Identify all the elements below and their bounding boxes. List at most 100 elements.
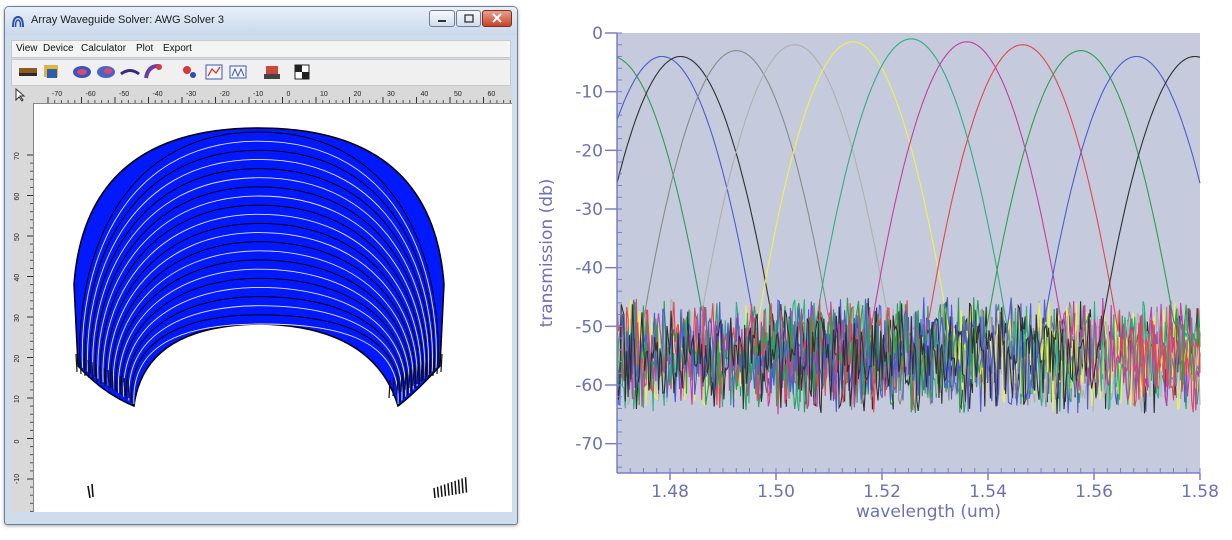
input-waveguides (87, 483, 94, 499)
x-tick-label: 1.56 (1075, 482, 1113, 502)
spectrum-icon[interactable] (228, 63, 248, 81)
waveguide-arc (81, 140, 437, 368)
waveguide-arc (123, 286, 407, 397)
output-waveguide (464, 477, 468, 493)
x-tick-label: 1.50 (757, 482, 795, 502)
layout-icon[interactable] (18, 63, 38, 81)
device-icon[interactable] (42, 63, 62, 81)
output-waveguide (433, 487, 436, 499)
ruler-top-label: 20 (354, 91, 362, 98)
port-taper (396, 375, 399, 395)
window-title: Array Waveguide Solver: AWG Solver 3 (31, 14, 224, 26)
port-taper (107, 369, 110, 389)
waveguide-arc (79, 131, 439, 367)
ruler-top-label: -70 (52, 91, 62, 98)
port-taper (392, 377, 395, 397)
y-tick-label: -60 (575, 376, 603, 396)
ruler-top-label: 10 (320, 91, 328, 98)
port-taper (408, 369, 411, 389)
series-layer (616, 38, 1201, 415)
waveguide-arc (112, 250, 414, 390)
port-taper (436, 355, 439, 375)
port-taper (103, 367, 106, 387)
x-tick-label: 1.58 (1181, 482, 1219, 502)
plot-area (617, 33, 1200, 473)
ruler-left-label: -10 (14, 474, 21, 484)
title-bar[interactable]: Array Waveguide Solver: AWG Solver 3 (5, 7, 517, 35)
y-tick-label: -30 (575, 200, 603, 220)
waveguide-arc (99, 204, 424, 381)
axis-layer: 0 -10 -20 -30 -40 -50 -60 -70 1.48 1.50 1.52 1.54 1.… (575, 24, 1219, 502)
bend-icon[interactable] (144, 63, 164, 81)
output-waveguide (454, 480, 457, 495)
y-tick-label: -70 (575, 435, 603, 455)
waveguide-arc (115, 259, 412, 392)
port-taper (111, 371, 114, 391)
waveguide-arc (102, 213, 422, 383)
port-taper (87, 359, 90, 379)
awg-solver-window: Array Waveguide Solver: AWG Solver 3 Vie… (4, 6, 518, 525)
ruler-left-label: 20 (14, 355, 21, 363)
ruler-left-label: 0 (14, 440, 21, 444)
output-waveguide (443, 484, 447, 497)
menu-plot[interactable]: Plot (136, 43, 154, 54)
waveguide-arc (89, 168, 432, 374)
menu-export[interactable]: Export (163, 43, 192, 54)
menu-view[interactable]: View (16, 43, 38, 54)
port-taper (404, 371, 407, 391)
ruler-left-label: 60 (14, 193, 21, 201)
y-tick-label: -40 (575, 259, 603, 279)
ruler-left-label: 10 (14, 395, 21, 403)
calculator-icon[interactable] (72, 63, 92, 81)
output-star-coupler (388, 353, 443, 399)
ruler-top-label: -20 (220, 91, 230, 98)
ruler-left-label: 50 (14, 233, 21, 241)
y-tick-label: -10 (575, 83, 603, 103)
ruler-top-label: -60 (86, 91, 96, 98)
port-taper (123, 377, 126, 397)
close-button[interactable] (482, 10, 512, 27)
maximize-icon (463, 14, 474, 23)
menu-calculator[interactable]: Calculator (81, 43, 127, 54)
transmission-chart: 0 -10 -20 -30 -40 -50 -60 -70 1.48 1.50 1.52 1.54 1.… (530, 0, 1230, 535)
y-axis-label: transmission (db) (537, 179, 557, 328)
port-taper (83, 357, 86, 377)
port-taper (75, 353, 78, 373)
solve-icon[interactable] (96, 63, 116, 81)
minimize-button[interactable] (429, 10, 455, 27)
waveguide-arc (84, 149, 435, 370)
pointer-icon[interactable] (11, 86, 33, 103)
output-waveguide (440, 485, 443, 497)
waveguide-arc (97, 195, 426, 379)
maximize-button[interactable] (456, 10, 481, 27)
waveguide-arc (94, 186, 428, 377)
waveguide-arc (110, 241, 416, 388)
waveguide-array-fill (73, 127, 445, 408)
export-icon[interactable] (262, 63, 282, 81)
awg-device-drawing (73, 127, 468, 499)
output-waveguide (457, 479, 461, 494)
port-taper (127, 379, 130, 399)
ruler-left-label: 40 (14, 274, 21, 282)
grid-icon[interactable] (292, 63, 312, 81)
app-icon (12, 15, 24, 28)
waveguide-arc (118, 268, 410, 394)
port-taper (119, 375, 122, 395)
y-tick-label: -50 (575, 317, 603, 337)
mode-icon[interactable] (180, 63, 200, 81)
waveguide-icon[interactable] (120, 63, 140, 81)
ruler-corner (11, 86, 33, 103)
port-taper (440, 353, 443, 373)
ruler-top-label: -10 (253, 91, 263, 98)
waveguide-arc (133, 323, 399, 405)
plot-icon[interactable] (204, 63, 224, 81)
spectrum-series-6 (616, 41, 1201, 413)
port-taper (424, 361, 427, 381)
output-waveguide (447, 483, 450, 496)
spectrum-series-12 (616, 55, 1201, 414)
menu-device[interactable]: Device (43, 43, 74, 54)
device-layout-canvas[interactable] (34, 104, 512, 512)
waveguide-arc (128, 305, 403, 401)
